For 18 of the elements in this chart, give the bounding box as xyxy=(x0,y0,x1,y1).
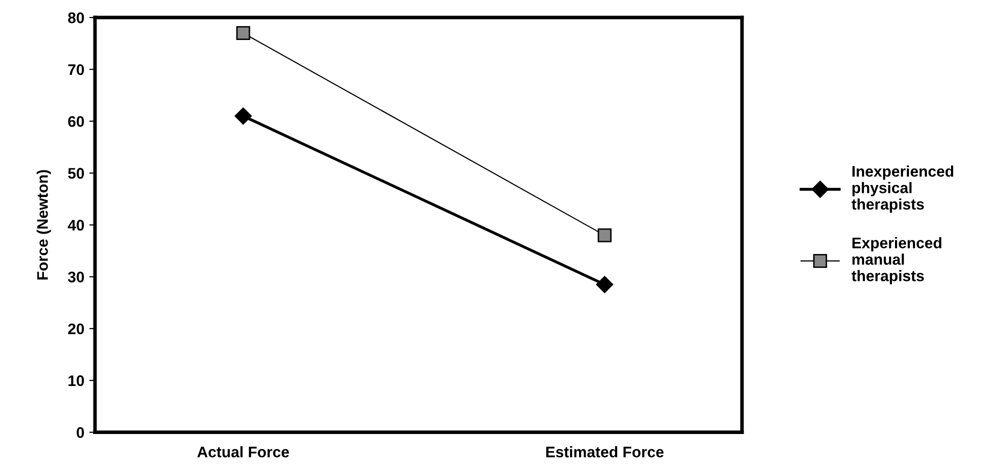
legend-label: Experienced manual therapists xyxy=(852,237,942,284)
point xyxy=(236,26,250,40)
y-axis-title: Force (Newton) xyxy=(36,170,51,280)
y-tick-label: 10 xyxy=(68,375,84,386)
point xyxy=(598,228,612,242)
point xyxy=(596,276,614,294)
y-tick-label: 20 xyxy=(68,323,84,334)
y-tick-label: 70 xyxy=(68,64,84,76)
x-tick-label: Actual Force xyxy=(197,446,289,458)
point xyxy=(234,107,252,125)
y-tick-label: 40 xyxy=(68,220,84,231)
y-tick-label: 30 xyxy=(68,272,84,282)
y-tick-label: 0 xyxy=(76,427,84,438)
x-tick-label: Estimated Force xyxy=(546,446,664,458)
y-tick-label: 50 xyxy=(68,168,84,179)
legend-label: Inexperienced physical therapists xyxy=(852,166,954,213)
y-tick-label: 80 xyxy=(68,12,84,24)
y-tick-label: 60 xyxy=(68,116,84,127)
